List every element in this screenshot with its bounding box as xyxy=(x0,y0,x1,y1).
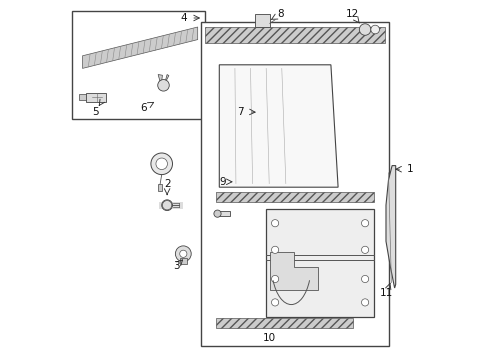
Text: 12: 12 xyxy=(345,9,358,19)
Text: 6: 6 xyxy=(140,103,147,113)
Circle shape xyxy=(151,153,172,175)
Text: 11: 11 xyxy=(379,288,392,298)
Circle shape xyxy=(156,158,167,170)
Circle shape xyxy=(370,25,379,34)
Text: 7: 7 xyxy=(237,107,244,117)
Circle shape xyxy=(361,246,368,253)
Bar xyxy=(158,184,162,191)
Text: 5: 5 xyxy=(92,107,98,117)
Bar xyxy=(215,192,373,202)
Text: 4: 4 xyxy=(180,13,186,23)
Polygon shape xyxy=(385,166,395,288)
Polygon shape xyxy=(219,65,337,187)
Polygon shape xyxy=(82,27,197,68)
Circle shape xyxy=(271,299,278,306)
Polygon shape xyxy=(79,94,86,100)
Text: 1: 1 xyxy=(406,164,412,174)
Bar xyxy=(265,209,373,317)
Circle shape xyxy=(175,246,191,262)
Circle shape xyxy=(271,220,278,227)
Circle shape xyxy=(162,201,171,210)
Bar xyxy=(204,27,384,43)
Circle shape xyxy=(359,24,370,35)
Text: 9: 9 xyxy=(219,177,226,187)
Bar xyxy=(215,318,352,328)
Circle shape xyxy=(162,200,172,211)
Circle shape xyxy=(213,210,221,217)
Circle shape xyxy=(179,250,186,257)
Circle shape xyxy=(361,299,368,306)
Bar xyxy=(217,211,230,216)
Text: 2: 2 xyxy=(163,179,170,189)
Text: 3: 3 xyxy=(172,261,179,271)
Circle shape xyxy=(271,246,278,253)
Circle shape xyxy=(361,275,368,283)
Bar xyxy=(72,11,204,119)
Circle shape xyxy=(158,80,169,91)
Polygon shape xyxy=(158,75,162,81)
Polygon shape xyxy=(255,14,269,27)
Polygon shape xyxy=(86,93,106,102)
Text: 10: 10 xyxy=(263,333,276,343)
Polygon shape xyxy=(165,75,168,81)
Circle shape xyxy=(361,220,368,227)
Bar xyxy=(179,258,186,264)
Text: 8: 8 xyxy=(277,9,283,19)
Polygon shape xyxy=(269,252,318,290)
Bar xyxy=(201,22,387,346)
Circle shape xyxy=(271,275,278,283)
